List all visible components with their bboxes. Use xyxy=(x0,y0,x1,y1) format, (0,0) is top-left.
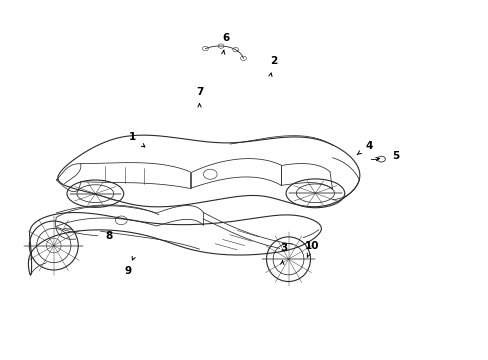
Text: 2: 2 xyxy=(270,56,277,66)
Text: 3: 3 xyxy=(280,243,286,253)
Text: 10: 10 xyxy=(304,240,319,251)
Text: 9: 9 xyxy=(124,266,131,276)
Text: 4: 4 xyxy=(365,141,372,151)
Text: 7: 7 xyxy=(195,87,203,97)
Text: 1: 1 xyxy=(128,132,135,142)
Text: 8: 8 xyxy=(105,231,112,241)
Text: 6: 6 xyxy=(222,33,229,43)
Text: 5: 5 xyxy=(392,151,399,161)
